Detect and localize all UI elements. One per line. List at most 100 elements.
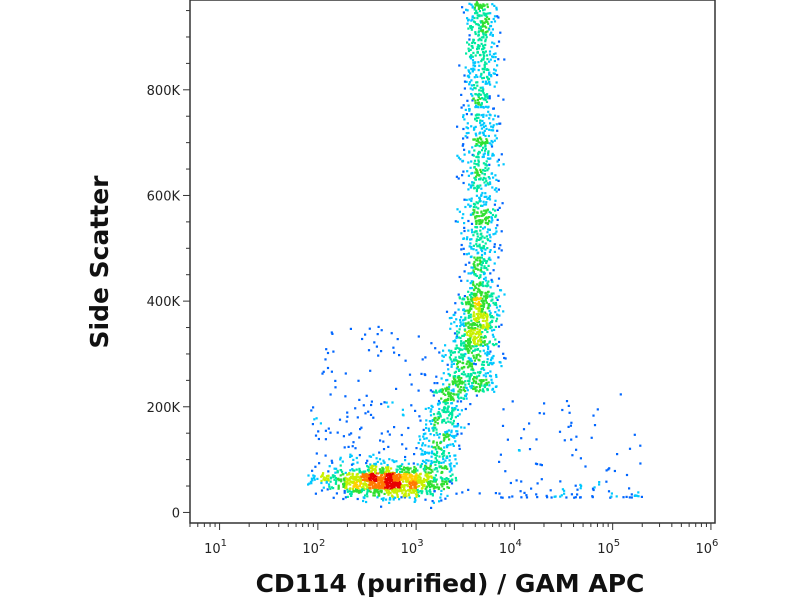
data-point: [356, 497, 359, 501]
data-point: [466, 17, 469, 20]
data-point: [496, 45, 499, 48]
data-point: [433, 485, 436, 489]
data-point: [437, 415, 440, 418]
data-point: [579, 483, 582, 486]
data-point: [365, 492, 369, 495]
data-point: [473, 149, 476, 152]
data-point: [374, 463, 377, 466]
data-point: [498, 314, 501, 317]
data-point: [489, 83, 492, 86]
data-point: [468, 308, 471, 311]
data-point: [488, 304, 492, 307]
data-point: [380, 480, 383, 483]
data-point: [346, 481, 349, 484]
data-point: [342, 435, 345, 438]
data-point: [463, 87, 466, 90]
data-point: [343, 491, 346, 494]
data-point: [451, 396, 454, 399]
data-point: [468, 361, 471, 364]
data-point: [462, 11, 465, 14]
data-point: [484, 384, 487, 387]
data-point: [442, 401, 445, 404]
data-point: [455, 462, 458, 465]
data-point: [375, 465, 378, 468]
data-point: [467, 373, 470, 376]
data-point: [476, 325, 480, 328]
data-point: [324, 454, 327, 457]
data-point: [442, 410, 445, 413]
data-point: [406, 485, 409, 488]
data-point: [337, 484, 340, 487]
data-point: [472, 208, 475, 211]
data-point: [474, 114, 477, 117]
data-point: [370, 472, 373, 475]
data-point: [423, 485, 426, 488]
data-point: [474, 54, 477, 57]
data-point: [424, 487, 427, 490]
data-point: [437, 399, 441, 403]
data-point: [477, 141, 480, 144]
data-point: [334, 481, 338, 484]
data-point: [464, 394, 467, 398]
data-point: [563, 492, 566, 495]
data-point: [460, 377, 463, 380]
data-point: [460, 342, 463, 345]
data-point: [392, 346, 395, 349]
data-point: [469, 375, 472, 378]
data-point: [350, 463, 354, 466]
data-point: [538, 412, 541, 415]
data-point: [476, 170, 479, 173]
data-point: [477, 332, 480, 335]
data-point: [405, 495, 408, 498]
data-point: [477, 284, 481, 287]
data-point: [412, 480, 415, 483]
data-point: [351, 468, 354, 471]
data-point: [458, 64, 461, 67]
data-point: [349, 476, 353, 479]
data-point: [328, 465, 331, 468]
data-point: [488, 352, 491, 355]
data-point: [363, 471, 366, 474]
data-point: [461, 6, 464, 9]
data-point: [395, 460, 398, 463]
data-point: [482, 68, 485, 71]
data-point: [443, 436, 446, 439]
data-point: [412, 462, 415, 465]
data-point: [484, 169, 487, 172]
data-point: [489, 211, 492, 215]
data-point: [493, 328, 496, 331]
data-point: [438, 436, 441, 439]
data-point: [395, 387, 398, 390]
data-point: [473, 266, 476, 269]
data-point: [470, 54, 473, 57]
data-point: [431, 470, 434, 473]
data-point: [493, 243, 496, 246]
data-point: [488, 97, 491, 100]
data-point: [325, 348, 328, 351]
data-point: [474, 387, 477, 390]
data-point: [473, 16, 476, 20]
data-point: [307, 483, 310, 486]
data-point: [472, 154, 475, 157]
data-point: [503, 293, 506, 296]
data-point: [484, 326, 487, 329]
data-point: [481, 361, 484, 364]
data-point: [480, 143, 483, 147]
data-point: [436, 483, 439, 486]
data-point: [570, 493, 573, 496]
data-point: [342, 497, 345, 501]
data-point: [400, 433, 403, 437]
data-point: [463, 118, 466, 121]
data-point: [489, 25, 492, 28]
data-point: [483, 252, 487, 255]
data-point: [351, 477, 354, 480]
data-point: [413, 500, 416, 503]
data-point: [499, 453, 502, 456]
data-point: [482, 56, 485, 59]
data-point: [462, 322, 465, 325]
data-point: [488, 53, 492, 56]
data-point: [338, 418, 342, 421]
data-point: [484, 192, 487, 195]
data-point: [357, 490, 360, 493]
data-point: [450, 389, 453, 392]
